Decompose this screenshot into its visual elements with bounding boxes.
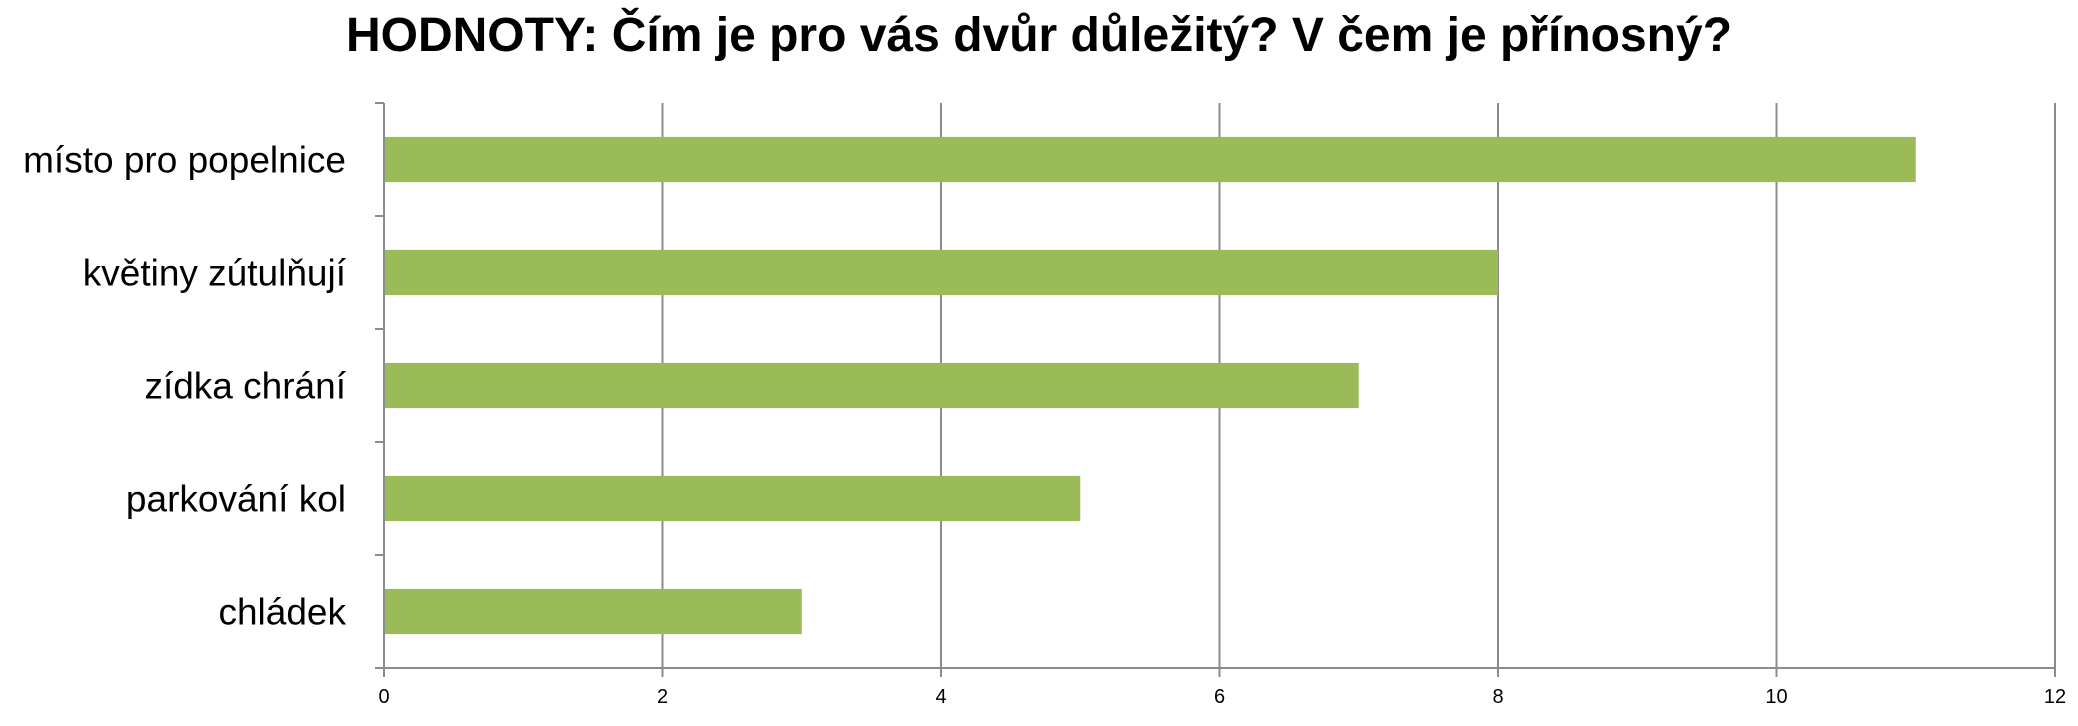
bar [385,249,1498,296]
chart-title: HODNOTY: Čím je pro vás dvůr důležitý? V… [345,9,1733,62]
category-label: parkování kol [126,479,346,520]
bar [385,136,1916,183]
category-label: místo pro popelnice [23,140,346,181]
category-label: květiny zútulňují [83,253,347,294]
x-tick-label: 12 [2044,686,2066,708]
category-label: zídka chrání [144,366,346,407]
x-tick-label: 6 [1214,686,1225,708]
x-tick-label: 10 [1765,686,1787,708]
x-tick-label: 2 [657,686,668,708]
bars [385,136,1916,635]
bar [385,475,1081,522]
x-tick-label: 8 [1492,686,1503,708]
x-tick-label: 0 [378,686,389,708]
labels: 0 2 4 6 8 10 12 místo pro popelnice květiny zútu… [23,140,2066,709]
category-label: chládek [218,592,346,633]
bar [385,588,802,635]
axes [375,102,2056,677]
bar [385,362,1359,409]
x-tick-label: 4 [935,686,946,708]
